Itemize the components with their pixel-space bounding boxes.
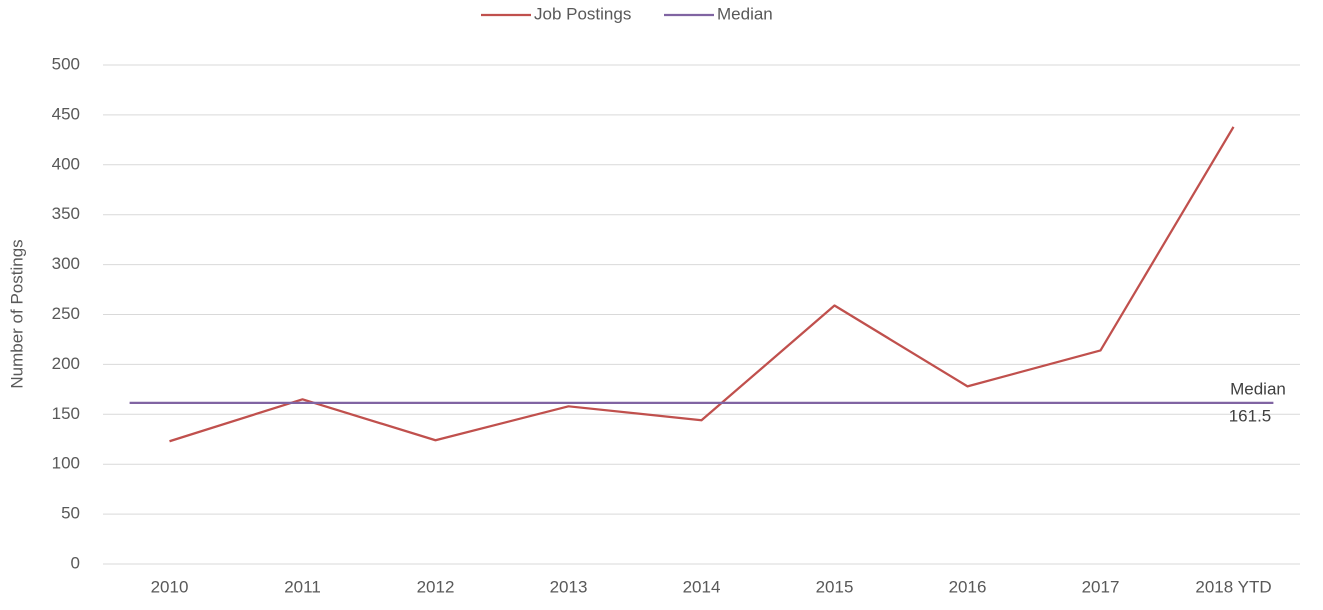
y-tick-label: 450: [52, 104, 80, 123]
x-tick-label: 2012: [417, 577, 455, 596]
x-tick-label: 2014: [683, 577, 721, 596]
y-axis-title: Number of Postings: [7, 239, 26, 388]
legend-label: Job Postings: [534, 4, 631, 23]
x-tick-label: 2015: [816, 577, 854, 596]
series-line: [169, 126, 1235, 443]
median-value-label: 161.5: [1229, 406, 1272, 425]
x-tick-label: 2017: [1082, 577, 1120, 596]
x-tick-label: 2013: [550, 577, 588, 596]
y-tick-label: 100: [52, 454, 80, 473]
y-tick-label: 350: [52, 204, 80, 223]
legend-label: Median: [717, 4, 773, 23]
y-tick-label: 0: [71, 553, 80, 572]
y-tick-label: 400: [52, 154, 80, 173]
y-tick-label: 300: [52, 254, 80, 273]
y-tick-label: 200: [52, 354, 80, 373]
median-label: Median: [1230, 379, 1286, 398]
x-tick-label: 2018 YTD: [1195, 577, 1271, 596]
y-tick-label: 50: [61, 504, 80, 523]
x-tick-label: 2010: [151, 577, 189, 596]
x-tick-label: 2016: [949, 577, 987, 596]
y-tick-label: 250: [52, 304, 80, 323]
y-tick-label: 150: [52, 404, 80, 423]
x-tick-label: 2011: [284, 577, 321, 596]
y-tick-label: 500: [52, 54, 80, 73]
